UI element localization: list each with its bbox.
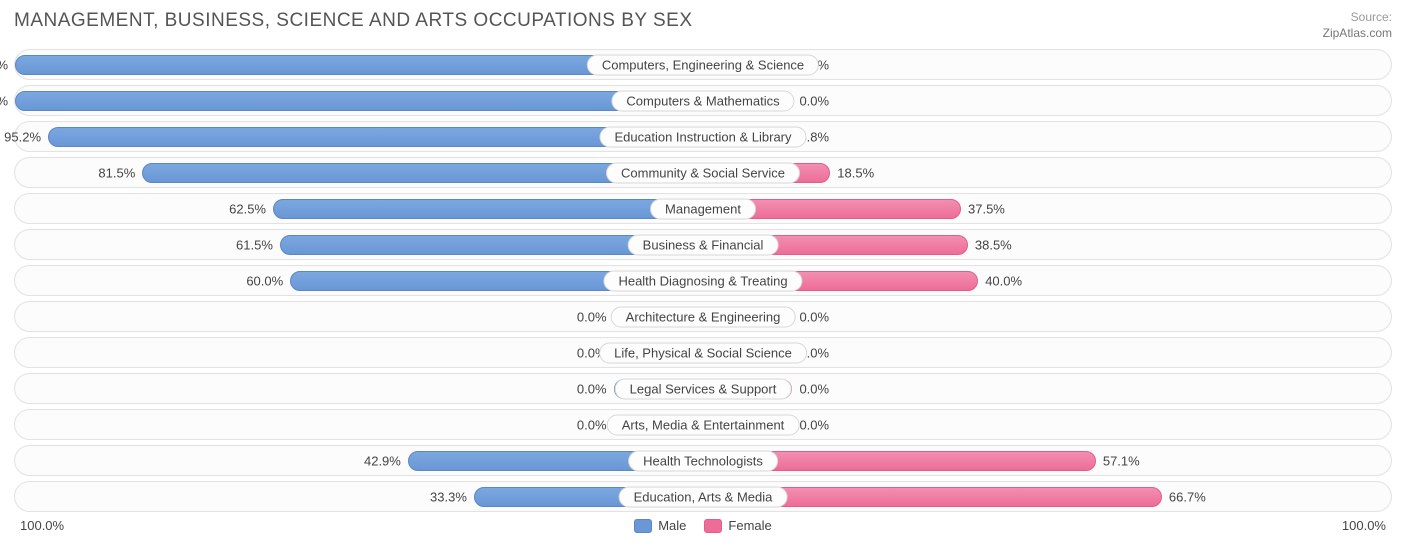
male-bar: 62.5% <box>273 199 703 219</box>
category-label: Education, Arts & Media <box>619 486 788 507</box>
female-value-label: 66.7% <box>1169 489 1206 504</box>
male-half: 0.0% <box>15 374 703 403</box>
female-half: 66.7% <box>703 482 1391 511</box>
female-value-label: 38.5% <box>975 237 1012 252</box>
category-label: Legal Services & Support <box>615 378 792 399</box>
bar-row: 0.0% 0.0% Legal Services & Support <box>14 373 1392 404</box>
category-label: Health Diagnosing & Treating <box>603 270 802 291</box>
male-value-label: 42.9% <box>364 453 401 468</box>
male-half: 33.3% <box>15 482 703 511</box>
chart-legend: Male Female <box>634 518 772 533</box>
male-value-label: 95.2% <box>4 129 41 144</box>
male-bar: 100.0% <box>15 91 703 111</box>
category-label: Community & Social Service <box>606 162 800 183</box>
female-half: 0.0% <box>703 86 1391 115</box>
female-half: 37.5% <box>703 194 1391 223</box>
category-label: Health Technologists <box>628 450 778 471</box>
female-value-label: 37.5% <box>968 201 1005 216</box>
female-value-label: 0.0% <box>799 309 829 324</box>
male-half: 61.5% <box>15 230 703 259</box>
bar-row: 33.3% 66.7% Education, Arts & Media <box>14 481 1392 512</box>
category-label: Architecture & Engineering <box>611 306 796 327</box>
category-label: Computers, Engineering & Science <box>587 54 819 75</box>
male-half: 42.9% <box>15 446 703 475</box>
female-half: 18.5% <box>703 158 1391 187</box>
chart-source: Source: ZipAtlas.com <box>1323 10 1392 41</box>
male-half: 0.0% <box>15 302 703 331</box>
legend-female-label: Female <box>728 518 771 533</box>
chart-header: MANAGEMENT, BUSINESS, SCIENCE AND ARTS O… <box>14 10 1392 41</box>
bar-row: 0.0%0.0%Life, Physical & Social Science <box>14 337 1392 368</box>
bar-row: 81.5% 18.5% Community & Social Service <box>14 157 1392 188</box>
chart-footer: 100.0% Male Female 100.0% <box>14 518 1392 533</box>
female-half: 0.0% <box>703 410 1391 439</box>
source-label: Source: <box>1351 10 1392 24</box>
bar-row: 0.0% 0.0%Arts, Media & Entertainment <box>14 409 1392 440</box>
male-value-label: 62.5% <box>229 201 266 216</box>
male-value-label: 100.0% <box>0 93 8 108</box>
source-name: ZipAtlas.com <box>1323 26 1392 40</box>
axis-right-label: 100.0% <box>1342 518 1386 533</box>
bar-row: 100.0% 0.0% Computers & Mathematics <box>14 85 1392 116</box>
female-value-label: 57.1% <box>1103 453 1140 468</box>
bar-row: 95.2%4.8%Education Instruction & Library <box>14 121 1392 152</box>
male-value-label: 60.0% <box>246 273 283 288</box>
male-half: 62.5% <box>15 194 703 223</box>
legend-female: Female <box>704 518 771 533</box>
male-value-label: 0.0% <box>577 381 607 396</box>
category-label: Management <box>650 198 756 219</box>
female-value-label: 0.0% <box>799 93 829 108</box>
bar-row: 62.5% 37.5% Management <box>14 193 1392 224</box>
category-label: Business & Financial <box>628 234 779 255</box>
female-half: 38.5% <box>703 230 1391 259</box>
chart-title: MANAGEMENT, BUSINESS, SCIENCE AND ARTS O… <box>14 10 693 32</box>
male-value-label: 0.0% <box>577 309 607 324</box>
male-value-label: 61.5% <box>236 237 273 252</box>
female-swatch-icon <box>704 519 722 533</box>
female-half: 40.0% <box>703 266 1391 295</box>
bar-row: 0.0%0.0%Architecture & Engineering <box>14 301 1392 332</box>
male-value-label: 100.0% <box>0 57 8 72</box>
female-half: 0.0% <box>703 374 1391 403</box>
female-half: 0.0% <box>703 302 1391 331</box>
male-value-label: 0.0% <box>577 417 607 432</box>
axis-left-label: 100.0% <box>20 518 64 533</box>
legend-male-label: Male <box>658 518 686 533</box>
female-value-label: 0.0% <box>799 381 829 396</box>
male-half: 81.5% <box>15 158 703 187</box>
category-label: Life, Physical & Social Science <box>599 342 807 363</box>
category-label: Computers & Mathematics <box>611 90 794 111</box>
male-value-label: 81.5% <box>98 165 135 180</box>
bar-row: 61.5% 38.5% Business & Financial <box>14 229 1392 260</box>
male-half: 60.0% <box>15 266 703 295</box>
bar-row: 42.9% 57.1% Health Technologists <box>14 445 1392 476</box>
legend-male: Male <box>634 518 686 533</box>
occupations-by-sex-chart: MANAGEMENT, BUSINESS, SCIENCE AND ARTS O… <box>0 0 1406 559</box>
female-half: 57.1% <box>703 446 1391 475</box>
bar-row: 100.0%0.0%Computers, Engineering & Scien… <box>14 49 1392 80</box>
female-value-label: 40.0% <box>985 273 1022 288</box>
category-label: Arts, Media & Entertainment <box>607 414 800 435</box>
female-value-label: 18.5% <box>837 165 874 180</box>
bar-row: 60.0% 40.0% Health Diagnosing & Treating <box>14 265 1392 296</box>
male-half: 0.0% <box>15 410 703 439</box>
male-value-label: 33.3% <box>430 489 467 504</box>
category-label: Education Instruction & Library <box>599 126 806 147</box>
male-half: 100.0% <box>15 86 703 115</box>
female-value-label: 0.0% <box>799 417 829 432</box>
male-swatch-icon <box>634 519 652 533</box>
chart-rows: 100.0% 0.0% Computers, Engineering & Scien… <box>14 49 1392 512</box>
